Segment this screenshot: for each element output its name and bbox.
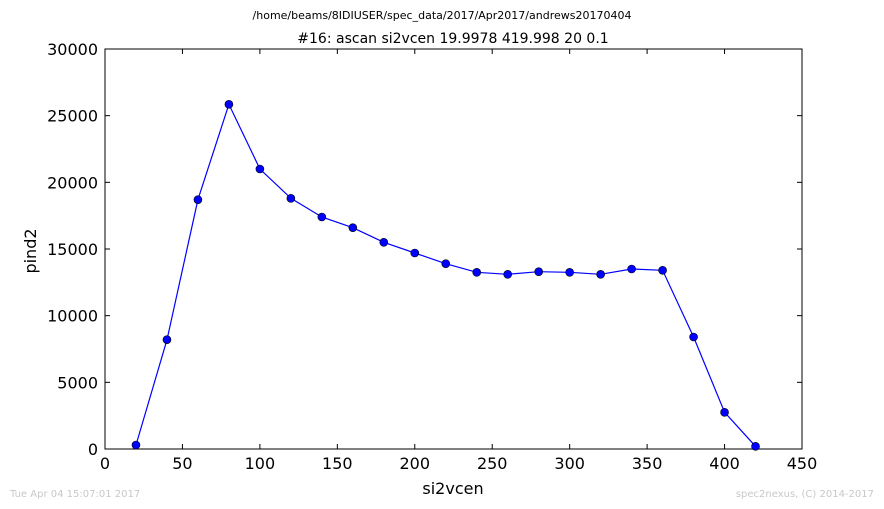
x-tick-label: 250 bbox=[477, 454, 508, 473]
data-point bbox=[410, 248, 420, 258]
x-tick-label: 400 bbox=[709, 454, 740, 473]
y-tick-label: 10000 bbox=[47, 307, 98, 326]
data-point bbox=[379, 238, 389, 247]
data-point bbox=[472, 268, 482, 277]
data-point bbox=[224, 100, 234, 109]
data-point bbox=[162, 335, 172, 344]
chart-title: #16: ascan si2vcen 19.9978 419.998 20 0.… bbox=[297, 31, 608, 47]
data-point bbox=[565, 268, 574, 277]
x-axis: 0 50 100 150 200 250 300 350 400 450 bbox=[100, 49, 817, 473]
data-point bbox=[286, 194, 296, 203]
data-point bbox=[596, 270, 605, 279]
x-tick-label: 100 bbox=[245, 454, 276, 473]
footer-credit: spec2nexus, (C) 2014-2017 bbox=[735, 489, 874, 500]
footer-timestamp: Tue Apr 04 15:07:01 2017 bbox=[10, 489, 141, 500]
data-point bbox=[751, 442, 760, 451]
plot-area bbox=[104, 48, 803, 450]
data-point bbox=[534, 267, 543, 276]
x-tick-label: 300 bbox=[554, 454, 585, 473]
x-tick-label: 450 bbox=[787, 454, 818, 473]
data-point bbox=[255, 164, 265, 174]
data-point bbox=[720, 408, 729, 417]
y-tick-label: 15000 bbox=[47, 240, 98, 259]
data-point bbox=[317, 212, 327, 222]
data-point bbox=[689, 332, 698, 342]
y-tick-label: 20000 bbox=[47, 173, 98, 192]
data-point bbox=[193, 195, 203, 204]
y-tick-label: 30000 bbox=[47, 40, 98, 59]
data-point bbox=[131, 440, 141, 450]
x-tick-label: 150 bbox=[322, 454, 353, 473]
data-points bbox=[131, 100, 760, 451]
y-tick-label: 25000 bbox=[47, 107, 98, 126]
data-point bbox=[348, 223, 358, 232]
y-axis-label: pind2 bbox=[21, 228, 40, 273]
x-tick-label: 50 bbox=[172, 454, 192, 473]
chart-suptitle: /home/beams/8IDIUSER/spec_data/2017/Apr2… bbox=[253, 9, 632, 22]
data-point bbox=[658, 266, 667, 275]
x-axis-label: si2vcen bbox=[422, 479, 483, 498]
data-point bbox=[441, 259, 451, 268]
data-point bbox=[627, 264, 636, 274]
x-tick-label: 0 bbox=[100, 454, 110, 473]
data-point bbox=[503, 270, 513, 279]
x-tick-label: 350 bbox=[632, 454, 663, 473]
y-tick-label: 0 bbox=[88, 440, 98, 459]
y-tick-label: 5000 bbox=[57, 373, 98, 392]
series-line bbox=[135, 102, 756, 447]
y-axis: 0 5000 10000 15000 20000 25000 30000 bbox=[47, 40, 802, 459]
x-tick-label: 200 bbox=[400, 454, 431, 473]
